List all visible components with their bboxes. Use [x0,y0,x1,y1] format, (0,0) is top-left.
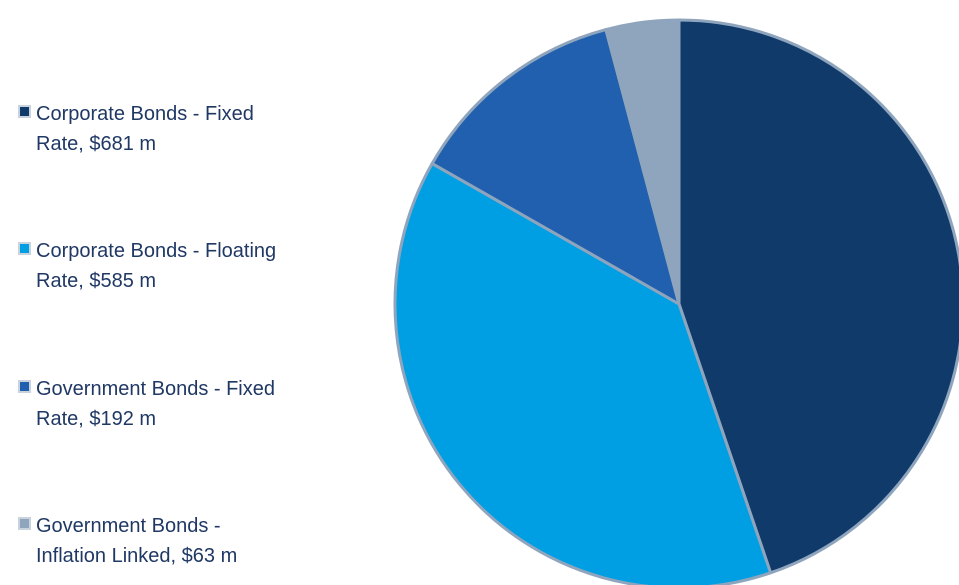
legend-item-government-fixed: Government Bonds - Fixed Rate, $192 m [18,374,321,434]
legend-item-corporate-floating: Corporate Bonds - Floating Rate, $585 m [18,236,321,296]
pie-slice-government-fixed [430,28,681,306]
legend-item-government-inflation: Government Bonds - Inflation Linked, $63… [18,511,321,571]
legend-swatch-government-inflation [18,517,31,530]
legend-label-government-fixed: Government Bonds - Fixed Rate, $192 m [36,378,275,430]
legend-label-corporate-floating: Corporate Bonds - Floating Rate, $585 m [36,240,277,292]
legend-label-government-inflation: Government Bonds - Inflation Linked, $63… [36,515,238,567]
pie-slice-corporate-floating [393,162,773,585]
legend-swatch-corporate-floating [18,242,31,255]
legend-swatch-corporate-fixed [18,105,31,118]
legend-item-corporate-fixed: Corporate Bonds - Fixed Rate, $681 m [18,99,321,159]
pie-slice-corporate-fixed [677,18,959,575]
pie-slice-government-inflation [604,18,681,306]
legend-swatch-government-fixed [18,380,31,393]
legend: Corporate Bonds - Fixed Rate, $681 m Cor… [18,0,348,585]
legend-label-corporate-fixed: Corporate Bonds - Fixed Rate, $681 m [36,103,254,155]
